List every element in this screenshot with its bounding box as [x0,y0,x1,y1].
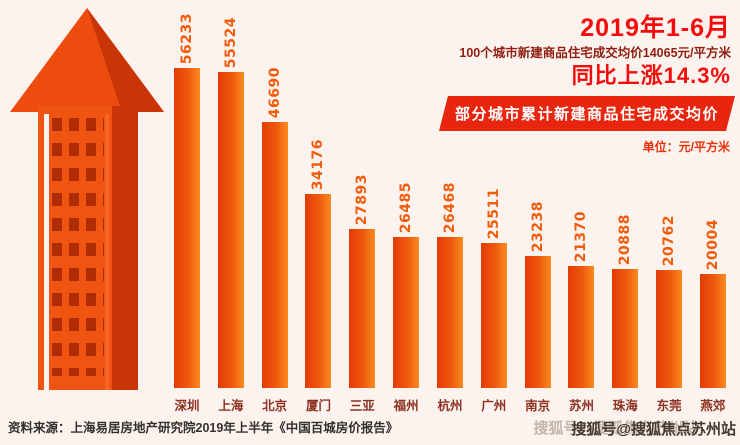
bar-column: 55524 上海 [210,16,252,413]
bar-category-label: 珠海 [612,399,638,413]
bar-value-label: 21370 [573,210,590,262]
bar-value-label: 25511 [485,187,502,239]
bar-value-label: 26468 [441,181,458,233]
bar-value-label: 20762 [661,214,678,266]
yoy-growth-title: 同比上涨14.3% [571,63,731,88]
bar-column: 27893 三亚 [341,173,383,413]
bar [699,274,726,388]
bar-column: 20004 燕郊 [692,218,734,413]
bar-column: 34176 厦门 [297,138,339,413]
bar-value-label: 20004 [704,218,721,270]
bar [524,256,551,388]
bar-category-label: 杭州 [437,399,463,413]
bar [436,237,463,388]
bar-category-label: 苏州 [568,399,594,413]
bar-category-label: 北京 [262,399,288,413]
bar-category-label: 燕郊 [700,399,726,413]
watermark: 搜狐号@搜狐焦点苏州站 [571,421,736,438]
bar-column: 23238 南京 [517,200,559,413]
bar [174,68,200,388]
bar-column: 26468 杭州 [429,181,471,413]
bar-column: 20888 珠海 [604,213,646,413]
data-source-note: 资料来源：上海易居房地产研究院2019年上半年《中国百城房价报告》 [8,421,399,435]
bar-value-label: 55524 [222,16,239,68]
bar [480,243,507,388]
bar-value-label: 56233 [179,12,195,64]
bar-category-label: 深圳 [174,399,200,413]
bar-category-label: 东莞 [656,399,682,413]
building-up-arrow-illustration [10,8,164,390]
bar-chart: 56233 深圳 55524 上海 46690 北京 34176 厦门 27893 三亚 26485… [166,13,734,413]
bar-column: 21370 苏州 [560,210,602,413]
unit-label: 单位：元/平方米 [642,140,730,154]
bar [217,72,244,388]
bar-value-label: 27893 [354,173,371,225]
bar-column: 20762 东莞 [648,214,690,413]
watermark-shadow: 搜狐号@搜狐焦点苏州站 [533,420,698,437]
bar [393,237,420,388]
bar-column: 46690 北京 [254,66,296,413]
bar-column: 25511 广州 [473,187,515,413]
period-title: 2019年1-6月 [580,14,731,42]
bar [261,122,288,388]
bar [656,270,683,388]
average-price-subtitle: 100个城市新建商品住宅成交均价14065元/平方米 [459,46,731,60]
bar-column: 56233 深圳 [166,12,208,413]
bar-value-label: 20888 [617,213,634,265]
bar [349,229,376,388]
bar-category-label: 三亚 [349,399,375,413]
bar-category-label: 南京 [525,399,551,413]
bar-value-label: 23238 [529,200,546,252]
bar-value-label: 46690 [266,66,283,118]
bar-category-label: 广州 [481,399,507,413]
bar-column: 26485 福州 [385,181,427,413]
bar-category-label: 上海 [218,399,244,413]
bar-value-label: 34176 [310,138,327,190]
bar [612,269,639,388]
bar [305,194,332,388]
bar-category-label: 福州 [393,399,419,413]
chart-title-banner: 部分城市累计新建商品住宅成交均价 [439,96,735,131]
bar-category-label: 厦门 [305,399,331,413]
bar [568,266,595,388]
bar-value-label: 26485 [398,181,415,233]
